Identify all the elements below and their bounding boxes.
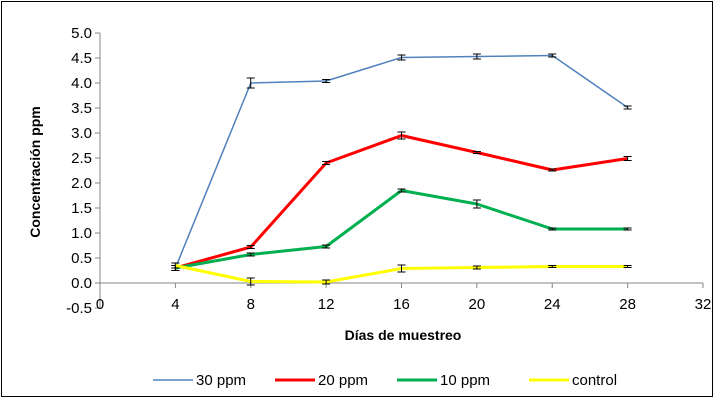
error-bar-control [171,262,180,269]
series-line-30-ppm [174,54,629,269]
error-bar-20-ppm [322,161,331,165]
x-tick-label: 20 [469,296,486,313]
x-tick-label: 16 [393,296,410,313]
error-bar-10-ppm [246,252,255,257]
error-bar-control [322,279,331,285]
x-tick-label: 0 [96,296,104,313]
x-tick-label: 12 [318,296,335,313]
y-tick-label: 3.0 [71,125,92,142]
y-tick-label: 2.0 [71,175,92,192]
y-tick-label: 1.5 [71,200,92,217]
series-line-10-ppm [175,189,628,270]
error-bar-10-ppm [472,199,481,209]
error-bar-control [246,277,255,286]
x-tick-label: 4 [171,296,179,313]
error-bar-20-ppm [548,168,557,172]
error-bar-30-ppm [472,53,481,60]
legend-label-10-ppm: 10 ppm [440,372,490,389]
x-tick-label: 24 [544,296,561,313]
series-line-20-ppm [174,134,628,270]
error-bar-10-ppm [548,227,557,231]
error-bar-20-ppm [472,151,481,154]
y-tick-label: 2.5 [71,150,92,167]
x-tick-label: 32 [695,296,712,313]
legend-label-20-ppm: 20 ppm [318,372,368,389]
error-bar-control [548,265,557,268]
error-bar-30-ppm [246,77,255,89]
series-group [171,53,632,286]
y-tick-label: 5.0 [71,25,92,42]
y-tick-label: 0.5 [71,250,92,267]
error-bar-control [472,265,481,270]
legend-label-control: control [572,372,617,389]
axes-group: -0.5 0.0 0.5 1.0 1.5 2.0 2.5 3.0 3.5 4.0 4.5 5.0 0 4 8… [66,25,711,317]
legend-label-30-ppm: 30 ppm [196,372,246,389]
error-bar-20-ppm [246,245,255,249]
error-bar-control [623,265,632,268]
y-tick-label: 1.0 [71,225,92,242]
legend: 30 ppm 20 ppm 10 ppm control [153,372,617,389]
y-tick-label: 4.5 [71,50,92,67]
error-bar-10-ppm [397,188,406,193]
y-tick-label: -0.5 [66,300,92,317]
y-tick-label: 3.5 [71,100,92,117]
error-bar-30-ppm [548,53,557,58]
x-tick-label: 28 [619,296,636,313]
error-bar-20-ppm [623,156,632,161]
y-tick-label: 0.0 [71,275,92,292]
error-bar-30-ppm [623,105,632,110]
x-tick-label: 8 [247,296,255,313]
error-bar-30-ppm [397,54,406,61]
y-axis-title: Concentración ppm [27,106,43,237]
error-bar-10-ppm [623,227,632,231]
error-bar-20-ppm [397,131,406,140]
error-bar-control [397,264,406,273]
x-axis-title: Días de muestreo [345,327,462,343]
error-bar-30-ppm [322,79,331,83]
error-bar-10-ppm [322,244,331,249]
y-tick-label: 4.0 [71,75,92,92]
